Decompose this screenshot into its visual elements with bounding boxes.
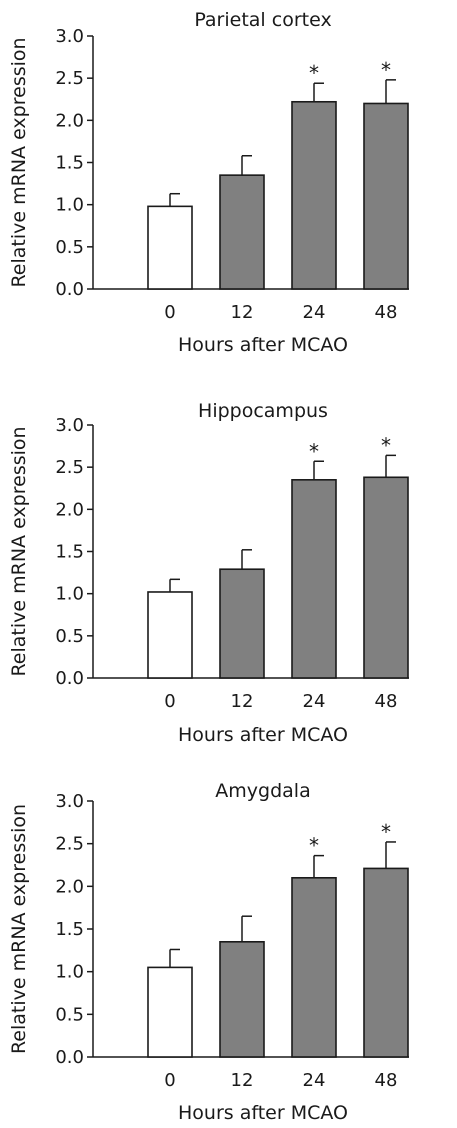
chart-panel-3: Amygdala Relative mRNA expression 0.0 0.5 1.… xyxy=(8,780,409,1124)
y-tick-label: 0.5 xyxy=(55,237,84,258)
y-axis-label: Relative mRNA expression xyxy=(8,426,30,676)
bar-0 xyxy=(147,966,193,1058)
significance-marker: * xyxy=(381,820,391,844)
bar-12 xyxy=(219,568,265,679)
y-tick-label: 1.0 xyxy=(55,962,84,983)
x-tick-label: 12 xyxy=(231,691,254,712)
x-tick-label: 24 xyxy=(303,691,326,712)
y-tick-label: 1.5 xyxy=(55,153,84,174)
y-tick-label: 2.5 xyxy=(55,834,84,855)
bar-48 xyxy=(363,867,409,1058)
y-tick-label: 1.0 xyxy=(55,584,84,605)
x-tick-label: 48 xyxy=(375,302,398,323)
x-axis-label: Hours after MCAO xyxy=(178,1102,348,1124)
bar-0 xyxy=(147,591,193,679)
y-tick-label: 3.0 xyxy=(55,26,84,47)
x-tick-label: 12 xyxy=(231,1070,254,1091)
x-tick-label: 0 xyxy=(164,691,175,712)
y-tick-label: 2.5 xyxy=(55,68,84,89)
bar-24 xyxy=(291,100,337,290)
y-tick-label: 1.5 xyxy=(55,542,84,563)
y-tick-label: 0.5 xyxy=(55,1004,84,1025)
x-tick-label: 0 xyxy=(164,302,175,323)
significance-marker: * xyxy=(309,61,319,85)
significance-marker: * xyxy=(309,439,319,463)
bar-12 xyxy=(219,940,265,1058)
bar-24 xyxy=(291,876,337,1058)
x-tick-label: 24 xyxy=(303,302,326,323)
chart-panel-1: Parietal cortex Relative mRNA expression 0… xyxy=(8,9,409,356)
y-axis-label: Relative mRNA expression xyxy=(8,804,30,1054)
y-tick-label: 2.0 xyxy=(55,110,84,131)
bar-0 xyxy=(147,205,193,290)
x-axis-label: Hours after MCAO xyxy=(178,334,348,356)
y-tick-label: 0.0 xyxy=(55,279,84,300)
bar-48 xyxy=(363,476,409,679)
bar-12 xyxy=(219,174,265,290)
y-tick-label: 0.5 xyxy=(55,626,84,647)
y-tick-label: 0.0 xyxy=(55,668,84,689)
x-tick-label: 48 xyxy=(375,1070,398,1091)
x-tick-label: 48 xyxy=(375,691,398,712)
chart-panel-2: Hippocampus Relative mRNA expression 0.0 0.… xyxy=(8,400,409,746)
x-tick-label: 0 xyxy=(164,1070,175,1091)
bar-24 xyxy=(291,479,337,679)
bar-48 xyxy=(363,102,409,290)
y-tick-label: 2.0 xyxy=(55,499,84,520)
chart-title: Hippocampus xyxy=(198,400,328,422)
y-tick-label: 1.5 xyxy=(55,919,84,940)
x-axis-label: Hours after MCAO xyxy=(178,724,348,746)
significance-marker: * xyxy=(381,58,391,82)
y-tick-label: 2.5 xyxy=(55,457,84,478)
significance-marker: * xyxy=(381,433,391,457)
x-tick-label: 12 xyxy=(231,302,254,323)
y-tick-label: 0.0 xyxy=(55,1047,84,1068)
chart-title: Amygdala xyxy=(215,780,310,802)
y-tick-label: 1.0 xyxy=(55,195,84,216)
y-tick-label: 3.0 xyxy=(55,415,84,436)
y-axis-label: Relative mRNA expression xyxy=(8,37,30,287)
chart-title: Parietal cortex xyxy=(194,9,331,31)
y-tick-label: 2.0 xyxy=(55,876,84,897)
significance-marker: * xyxy=(309,834,319,858)
x-tick-label: 24 xyxy=(303,1070,326,1091)
y-tick-label: 3.0 xyxy=(55,791,84,812)
